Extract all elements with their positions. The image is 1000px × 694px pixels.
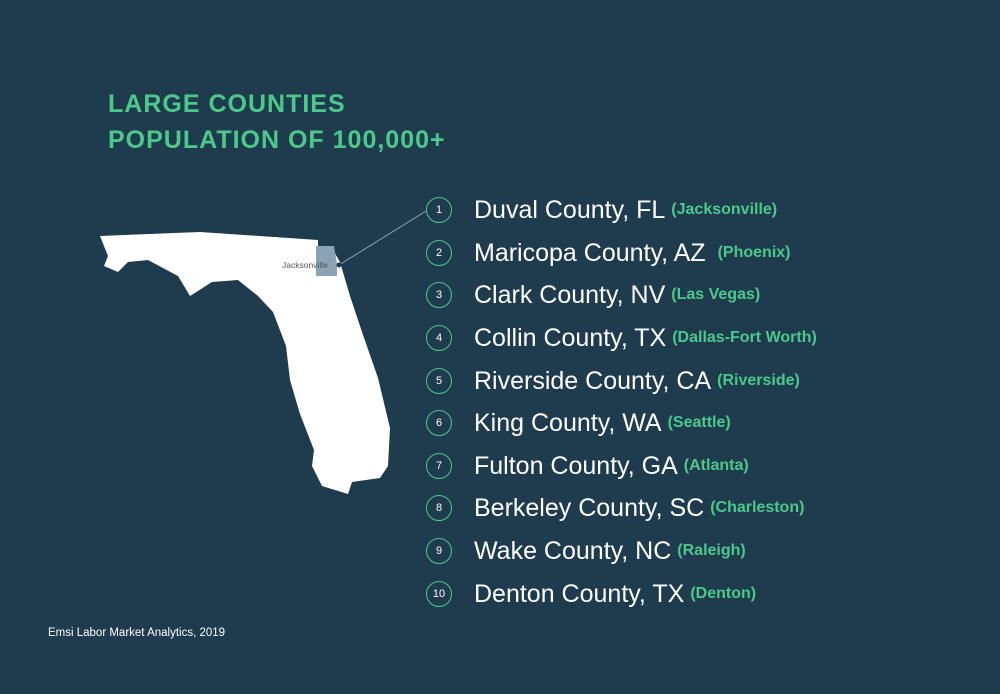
- list-item: 8 Berkeley County, SC (Charleston): [426, 487, 817, 530]
- heading-line-1: LARGE COUNTIES: [108, 90, 346, 118]
- rank-badge: 7: [426, 452, 452, 479]
- county-name: Berkeley County, SC: [474, 494, 705, 523]
- county-name: Denton County, TX: [474, 579, 685, 608]
- city-name: (Seattle): [667, 414, 731, 432]
- city-name: (Riverside): [717, 371, 800, 389]
- list-item: 9 Wake County, NC (Raleigh): [426, 530, 817, 573]
- list-item: 5 Riverside County, CA (Riverside): [426, 359, 817, 402]
- city-name: (Denton): [690, 584, 757, 602]
- list-item: 1 Duval County, FL (Jacksonville): [426, 189, 817, 232]
- rank-badge: 1: [426, 197, 452, 224]
- city-name: (Raleigh): [677, 542, 746, 560]
- list-item: 4 Collin County, TX (Dallas-Fort Worth): [426, 317, 817, 360]
- city-name: (Charleston): [710, 499, 805, 517]
- city-name: (Las Vegas): [671, 286, 761, 304]
- list-item: 3 Clark County, NV (Las Vegas): [426, 274, 817, 317]
- county-name: Clark County, NV: [474, 281, 666, 310]
- duval-county-highlight: [316, 246, 337, 276]
- list-item: 7 Fulton County, GA (Atlanta): [426, 445, 817, 488]
- county-name: Riverside County, CA: [474, 366, 712, 395]
- rank-badge: 8: [426, 495, 452, 522]
- city-name: (Atlanta): [683, 456, 749, 474]
- county-name: Collin County, TX: [474, 324, 667, 353]
- rank-badge: 9: [426, 538, 452, 565]
- rank-badge: 10: [426, 580, 452, 607]
- florida-map-icon: [100, 232, 390, 494]
- rank-badge: 4: [426, 325, 452, 352]
- city-name: (Dallas-Fort Worth): [672, 329, 817, 347]
- list-item: 10 Denton County, TX (Denton): [426, 572, 817, 615]
- city-name: (Phoenix): [717, 243, 791, 261]
- jacksonville-marker: [336, 262, 342, 268]
- county-name: Maricopa County, AZ: [474, 238, 706, 267]
- rank-badge: 2: [426, 239, 452, 266]
- heading: LARGE COUNTIES POPULATION OF 100,000+: [108, 86, 446, 158]
- rank-badge: 3: [426, 282, 452, 309]
- list-item: 2 Maricopa County, AZ (Phoenix): [426, 232, 817, 275]
- city-name: (Jacksonville): [671, 201, 778, 219]
- rank-badge: 5: [426, 367, 452, 394]
- list-item: 6 King County, WA (Seattle): [426, 402, 817, 445]
- county-name: King County, WA: [474, 409, 662, 438]
- rank-badge: 6: [426, 410, 452, 437]
- county-name: Duval County, FL: [474, 196, 666, 225]
- source-note: Emsi Labor Market Analytics, 2019: [48, 627, 226, 639]
- county-name: Wake County, NC: [474, 537, 672, 566]
- county-ranking-list: 1 Duval County, FL (Jacksonville) 2 Mari…: [426, 189, 817, 615]
- leader-line: [338, 210, 427, 266]
- jacksonville-label: Jacksonville: [282, 260, 328, 270]
- county-name: Fulton County, GA: [474, 451, 678, 480]
- heading-line-2: POPULATION OF 100,000+: [108, 126, 446, 154]
